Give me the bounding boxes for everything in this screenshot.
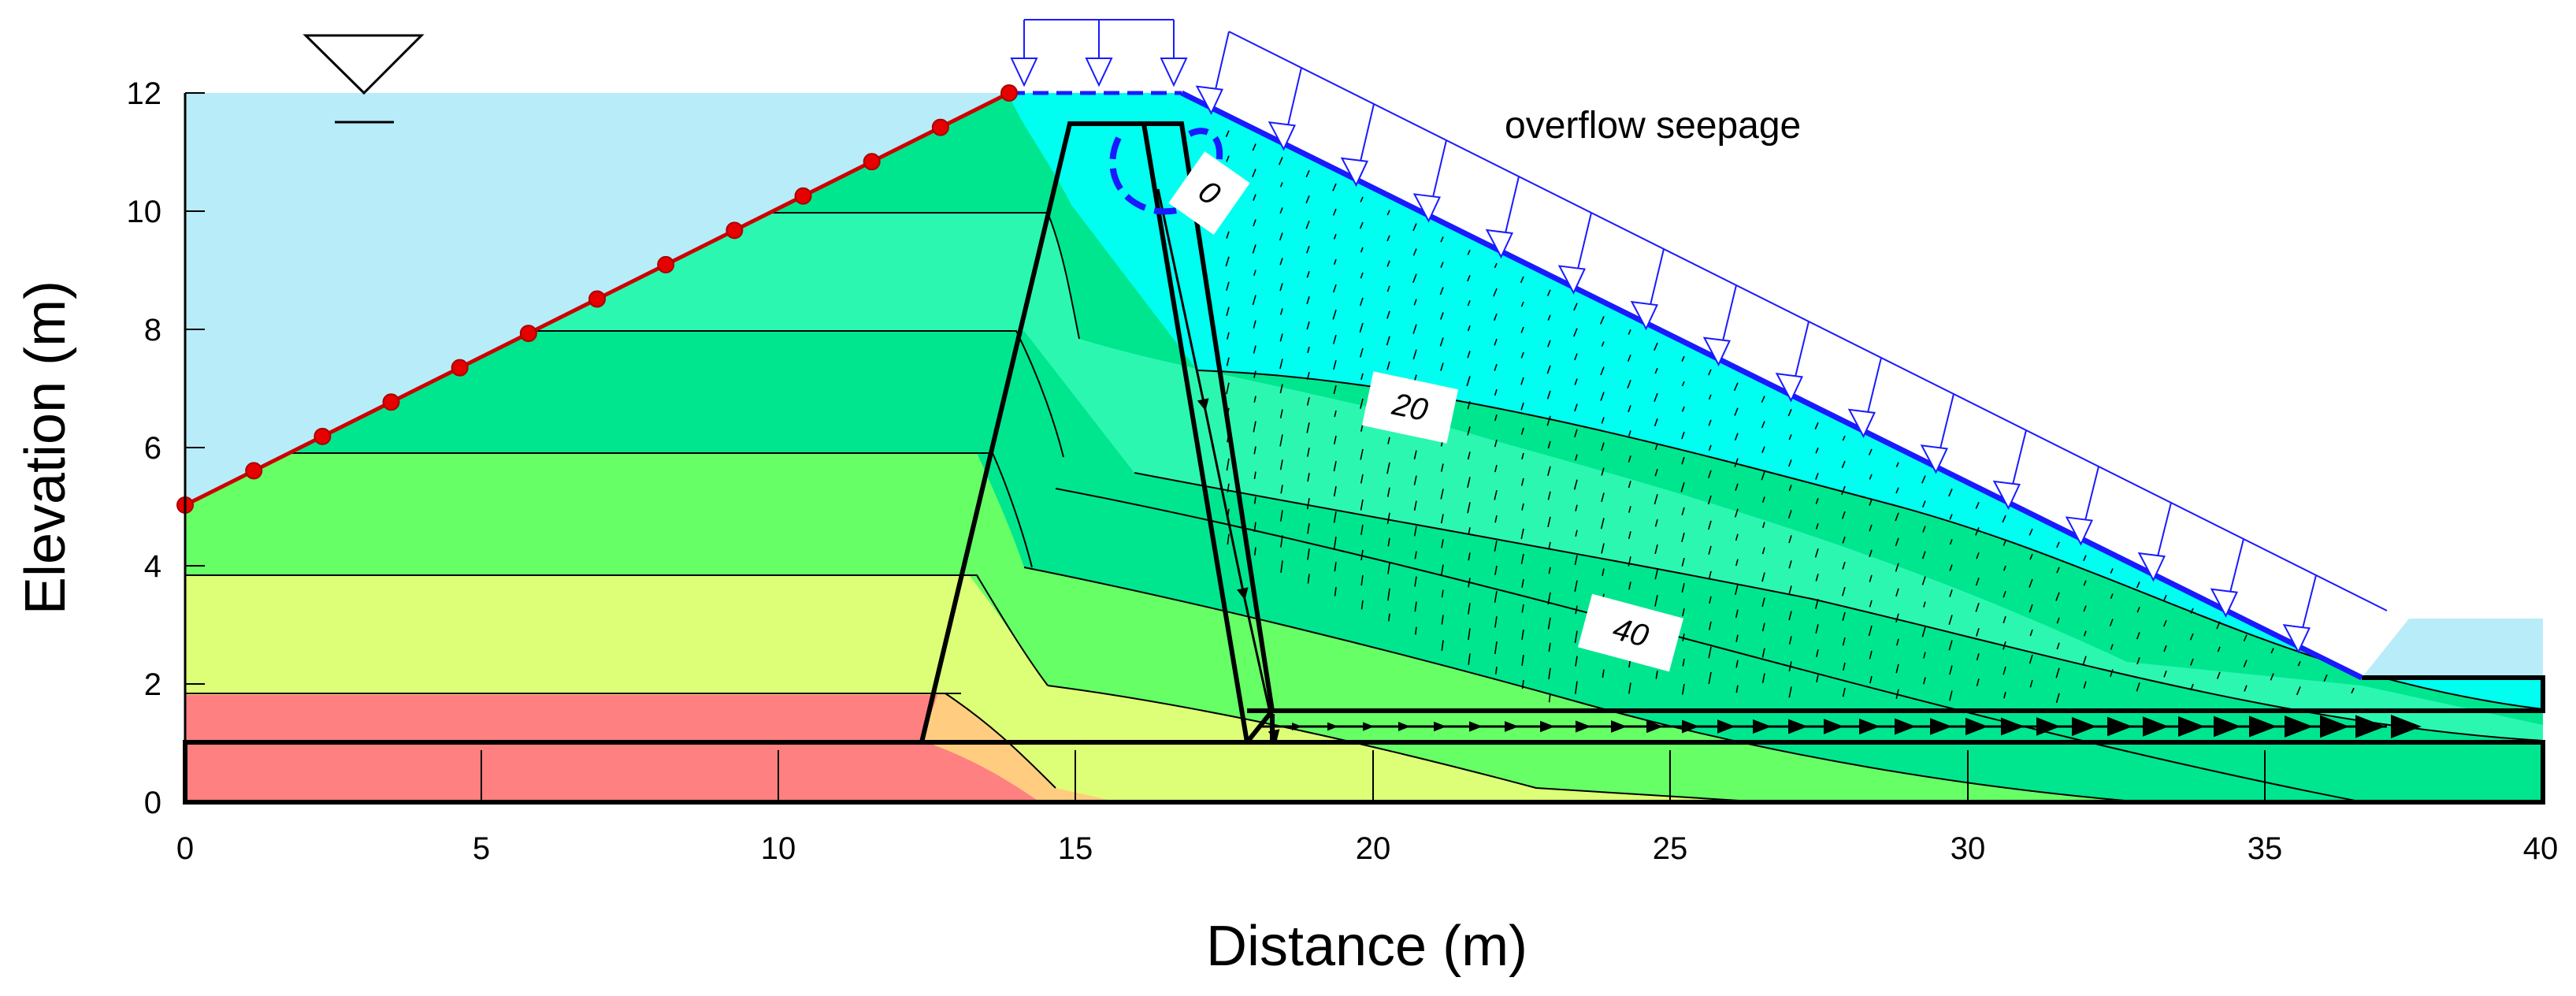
x-tick-35: 35 (2248, 831, 2283, 866)
boundary-node (864, 154, 880, 169)
x-tick-10: 10 (761, 831, 796, 866)
boundary-node (246, 463, 262, 478)
x-tick-20: 20 (1356, 831, 1391, 866)
x-tick-labels: 0 5 10 15 20 25 30 35 40 (176, 831, 2558, 866)
inflow-arrow-head (1011, 58, 1037, 85)
y-tick-0: 0 (144, 786, 161, 820)
downstream-water (2362, 619, 2543, 678)
boundary-node (452, 360, 468, 376)
zone-red-lower (185, 741, 1040, 802)
boundary-node (589, 292, 605, 307)
y-tick-labels: 0 2 4 6 8 10 12 (127, 76, 162, 820)
svg-text:20: 20 (1389, 387, 1431, 428)
y-tick-8: 8 (144, 313, 161, 347)
x-axis-title: Distance (m) (1206, 915, 1527, 978)
boundary-node (933, 120, 948, 136)
boundary-node (1001, 85, 1017, 101)
boundary-node (521, 325, 536, 341)
inflow-arrow-head (1161, 58, 1186, 85)
y-tick-12: 12 (127, 76, 162, 111)
x-tick-40: 40 (2523, 831, 2559, 866)
boundary-node (314, 429, 330, 444)
y-tick-6: 6 (144, 431, 161, 466)
boundary-node (726, 222, 742, 238)
x-tick-15: 15 (1058, 831, 1093, 866)
boundary-node (384, 394, 399, 410)
x-tick-5: 5 (473, 831, 490, 866)
y-tick-10: 10 (127, 195, 162, 229)
zone-red (185, 695, 937, 741)
y-tick-2: 2 (144, 667, 161, 702)
x-tick-25: 25 (1653, 831, 1688, 866)
boundary-node (658, 257, 674, 273)
y-tick-4: 4 (144, 549, 161, 584)
x-tick-0: 0 (176, 831, 194, 866)
overflow-seepage-label: overflow seepage (1505, 105, 1801, 147)
y-axis-title: Elevation (m) (14, 281, 77, 615)
boundary-node (796, 188, 811, 204)
x-tick-30: 30 (1951, 831, 1986, 866)
inflow-arrow-head (1086, 58, 1112, 85)
